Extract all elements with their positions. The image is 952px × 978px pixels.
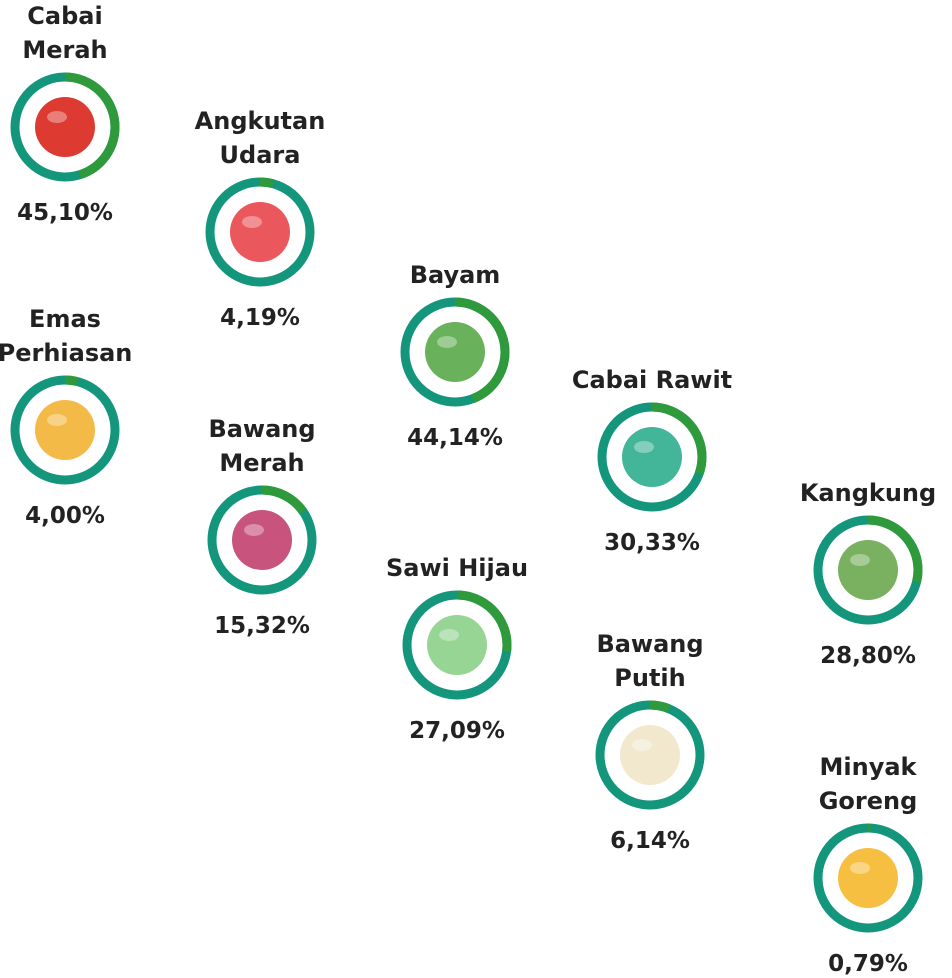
icon-highlight [244,524,264,536]
item-label: Cabai Rawit [571,366,733,394]
icon [35,97,95,157]
item-label: Minyak Goreng [818,753,918,815]
item-label: Bawang Merah [208,415,316,477]
ring-arc [597,402,707,512]
icon [622,427,682,487]
icon-highlight [632,739,652,751]
icon [230,202,290,262]
ring-arc [813,823,923,933]
item-label: Sawi Hijau [385,554,529,582]
item-label: Bayam [409,261,501,289]
icon [620,725,680,785]
icon [232,510,292,570]
ring-arc [402,590,512,700]
value-label: 27,09% [409,718,505,744]
item-label: Kangkung [799,479,937,507]
icon [35,400,95,460]
ring-arc [400,297,510,407]
icon-highlight [47,111,67,123]
icon [427,615,487,675]
ring-arc [10,375,120,485]
ring-arc [813,515,923,625]
item-label: Angkutan Udara [194,107,326,169]
value-label: 0,79% [828,951,908,977]
icon-highlight [850,862,870,874]
icon-highlight [47,414,67,426]
value-label: 15,32% [214,613,310,639]
value-label: 4,00% [25,503,105,529]
value-label: 44,14% [407,425,503,451]
icon-highlight [850,554,870,566]
icon-highlight [634,441,654,453]
ring-arc [10,72,120,182]
icon [838,848,898,908]
value-label: 28,80% [820,643,916,669]
ring-arc [205,177,315,287]
icon [425,322,485,382]
icon-highlight [439,629,459,641]
ring-arc [207,485,317,595]
value-label: 6,14% [610,828,690,854]
icon-highlight [437,336,457,348]
item-label: Emas Perhiasan [0,305,133,367]
item-label: Bawang Putih [596,630,704,692]
value-label: 45,10% [17,200,113,226]
value-label: 30,33% [604,530,700,556]
value-label: 4,19% [220,305,300,331]
icon [838,540,898,600]
ring-arc [595,700,705,810]
icon-highlight [242,216,262,228]
item-label: Cabai Merah [22,2,108,64]
